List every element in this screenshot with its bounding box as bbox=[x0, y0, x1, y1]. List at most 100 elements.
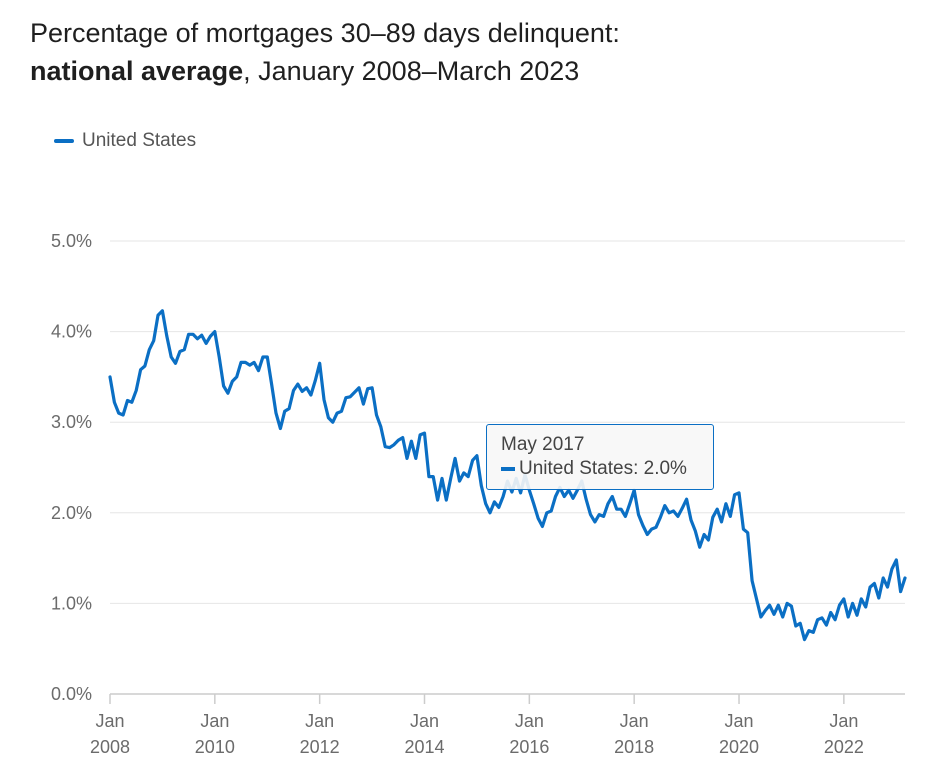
data-point[interactable] bbox=[357, 386, 361, 390]
data-point[interactable] bbox=[309, 393, 313, 397]
data-point[interactable] bbox=[436, 498, 440, 502]
data-point[interactable] bbox=[353, 390, 357, 394]
data-point[interactable] bbox=[112, 400, 116, 404]
data-point[interactable] bbox=[881, 576, 885, 580]
data-point[interactable] bbox=[213, 330, 217, 334]
data-point[interactable] bbox=[182, 348, 186, 352]
data-point[interactable] bbox=[562, 495, 566, 499]
data-point[interactable] bbox=[859, 597, 863, 601]
data-point[interactable] bbox=[257, 369, 261, 373]
data-point[interactable] bbox=[571, 496, 575, 500]
data-point[interactable] bbox=[899, 590, 903, 594]
data-point[interactable] bbox=[278, 427, 282, 431]
data-point[interactable] bbox=[872, 582, 876, 586]
data-point[interactable] bbox=[693, 529, 697, 533]
data-point[interactable] bbox=[838, 603, 842, 607]
data-point[interactable] bbox=[440, 476, 444, 480]
data-point[interactable] bbox=[471, 458, 475, 462]
data-point[interactable] bbox=[392, 443, 396, 447]
data-point[interactable] bbox=[768, 603, 772, 607]
data-point[interactable] bbox=[379, 425, 383, 429]
data-point[interactable] bbox=[243, 360, 247, 364]
data-point[interactable] bbox=[388, 446, 392, 450]
data-point[interactable] bbox=[191, 332, 195, 336]
data-point[interactable] bbox=[877, 596, 881, 600]
data-point[interactable] bbox=[628, 502, 632, 506]
data-point[interactable] bbox=[322, 398, 326, 402]
data-point[interactable] bbox=[776, 603, 780, 607]
data-point[interactable] bbox=[510, 490, 514, 494]
data-point[interactable] bbox=[126, 399, 130, 403]
data-point[interactable] bbox=[165, 334, 169, 338]
data-point[interactable] bbox=[318, 361, 322, 365]
data-point[interactable] bbox=[287, 407, 291, 411]
data-point[interactable] bbox=[737, 491, 741, 495]
data-point[interactable] bbox=[833, 618, 837, 622]
data-point[interactable] bbox=[816, 618, 820, 622]
data-point[interactable] bbox=[864, 605, 868, 609]
data-point[interactable] bbox=[409, 439, 413, 443]
data-point[interactable] bbox=[886, 585, 890, 589]
legend[interactable]: United States bbox=[54, 130, 196, 152]
data-point[interactable] bbox=[794, 624, 798, 628]
data-point[interactable] bbox=[222, 384, 226, 388]
data-point[interactable] bbox=[654, 525, 658, 529]
data-point[interactable] bbox=[414, 456, 418, 460]
data-point[interactable] bbox=[545, 511, 549, 515]
data-point[interactable] bbox=[851, 601, 855, 605]
data-point[interactable] bbox=[418, 433, 422, 437]
data-point[interactable] bbox=[265, 355, 269, 359]
data-point[interactable] bbox=[645, 533, 649, 537]
data-point[interactable] bbox=[720, 520, 724, 524]
data-point[interactable] bbox=[597, 513, 601, 517]
data-point[interactable] bbox=[492, 500, 496, 504]
data-point[interactable] bbox=[663, 504, 667, 508]
data-point[interactable] bbox=[741, 527, 745, 531]
data-point[interactable] bbox=[335, 411, 339, 415]
data-point[interactable] bbox=[252, 360, 256, 364]
data-point[interactable] bbox=[296, 382, 300, 386]
data-point[interactable] bbox=[759, 615, 763, 619]
data-point[interactable] bbox=[484, 502, 488, 506]
data-point[interactable] bbox=[672, 509, 676, 513]
data-point[interactable] bbox=[121, 413, 125, 417]
data-point[interactable] bbox=[462, 471, 466, 475]
data-point[interactable] bbox=[519, 491, 523, 495]
data-point[interactable] bbox=[746, 531, 750, 535]
data-point[interactable] bbox=[248, 363, 252, 367]
data-point[interactable] bbox=[824, 623, 828, 627]
data-point[interactable] bbox=[540, 524, 544, 528]
data-point[interactable] bbox=[366, 387, 370, 391]
data-point[interactable] bbox=[798, 621, 802, 625]
data-point[interactable] bbox=[466, 475, 470, 479]
data-point[interactable] bbox=[300, 389, 304, 393]
data-point[interactable] bbox=[680, 506, 684, 510]
data-point[interactable] bbox=[405, 456, 409, 460]
data-point[interactable] bbox=[846, 615, 850, 619]
data-point[interactable] bbox=[698, 545, 702, 549]
data-point[interactable] bbox=[785, 601, 789, 605]
data-point[interactable] bbox=[139, 368, 143, 372]
data-point[interactable] bbox=[549, 509, 553, 513]
data-point[interactable] bbox=[475, 454, 479, 458]
data-point[interactable] bbox=[781, 615, 785, 619]
data-point[interactable] bbox=[169, 355, 173, 359]
data-point[interactable] bbox=[728, 514, 732, 518]
data-point[interactable] bbox=[156, 313, 160, 317]
data-point[interactable] bbox=[755, 597, 759, 601]
data-point[interactable] bbox=[331, 420, 335, 424]
data-point[interactable] bbox=[706, 538, 710, 542]
data-point[interactable] bbox=[593, 520, 597, 524]
data-point[interactable] bbox=[423, 431, 427, 435]
data-point[interactable] bbox=[235, 375, 239, 379]
data-point[interactable] bbox=[811, 630, 815, 634]
data-point[interactable] bbox=[200, 333, 204, 337]
data-point[interactable] bbox=[715, 507, 719, 511]
data-point[interactable] bbox=[488, 511, 492, 515]
data-point[interactable] bbox=[658, 515, 662, 519]
data-point[interactable] bbox=[702, 533, 706, 537]
data-point[interactable] bbox=[261, 355, 265, 359]
data-point[interactable] bbox=[383, 445, 387, 449]
data-point[interactable] bbox=[497, 505, 501, 509]
data-point[interactable] bbox=[641, 524, 645, 528]
